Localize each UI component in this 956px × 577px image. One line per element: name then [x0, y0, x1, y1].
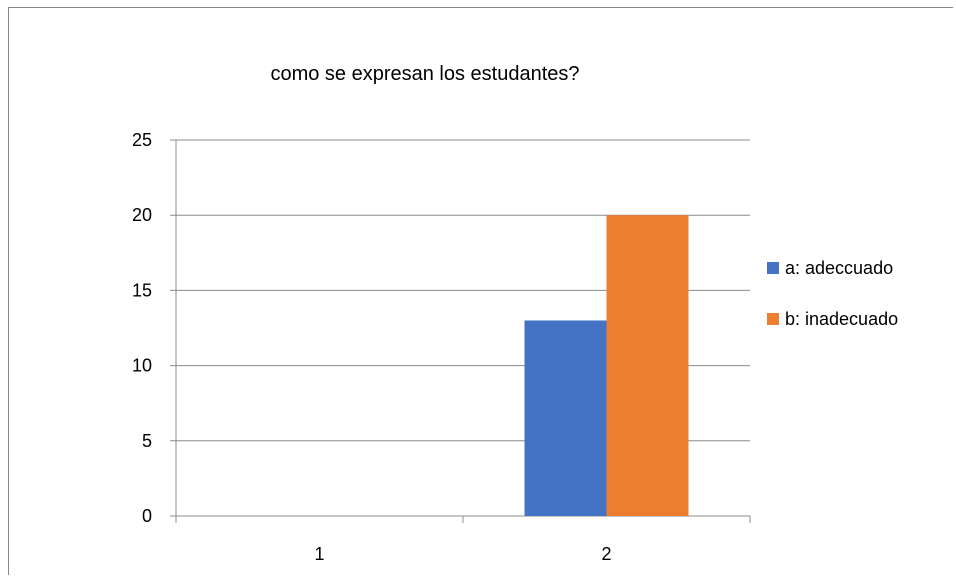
legend-swatch — [767, 262, 779, 274]
x-tick-label: 2 — [601, 544, 611, 564]
bar-0-1 — [524, 320, 607, 516]
legend: a: adeccuado b: inadecuado — [767, 258, 898, 329]
y-tick-label: 5 — [142, 431, 152, 451]
y-tick-label: 10 — [132, 356, 152, 376]
y-tick-label: 20 — [132, 205, 152, 225]
legend-label: a: adeccuado — [785, 258, 893, 278]
bar-1-1 — [606, 215, 689, 516]
x-tick-label: 1 — [314, 544, 324, 564]
y-tick-label: 15 — [132, 280, 152, 300]
legend-label: b: inadecuado — [785, 309, 898, 329]
y-tick-label: 0 — [142, 506, 152, 526]
y-axis-ticks: 0 5 10 15 20 25 — [132, 130, 152, 526]
legend-swatch — [767, 313, 779, 325]
chart-frame — [8, 7, 953, 575]
y-tick-label: 25 — [132, 130, 152, 150]
bars — [524, 215, 689, 516]
chart-title: como se expresan los estudantes? — [270, 63, 579, 85]
